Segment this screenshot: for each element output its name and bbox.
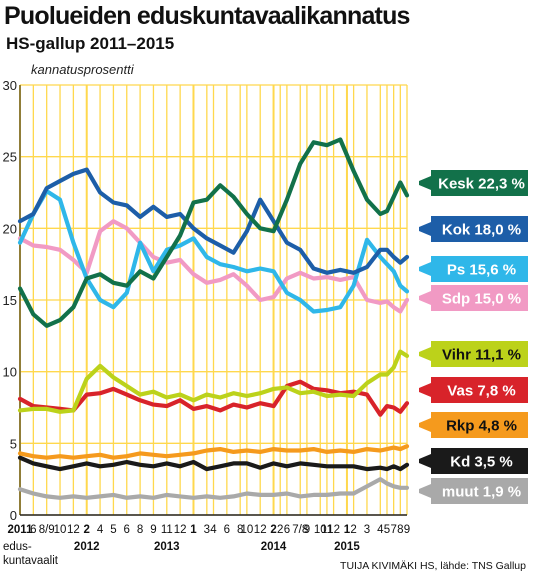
- x-tick-label: 9: [150, 524, 156, 536]
- legend-label-kesk: Kesk 22,3 %: [438, 176, 525, 193]
- series-line-rkp: [17, 444, 410, 460]
- y-axis-label: kannatusprosentti: [31, 62, 135, 77]
- x-tick-label: 1: [190, 524, 197, 536]
- x-tick-label: 10: [54, 524, 67, 536]
- x-tick-label: 5: [384, 524, 390, 536]
- x-year-label: edus-: [3, 541, 32, 553]
- x-tick-label: 7: [390, 524, 396, 536]
- legend-box-kd: [419, 448, 528, 474]
- chart-title: Puolueiden eduskuntavaalikannatus: [4, 2, 410, 30]
- x-tick-label: 12: [174, 524, 187, 536]
- x-tick-label: 12: [254, 524, 267, 536]
- legend-label-kd: Kd 3,5 %: [450, 454, 513, 471]
- x-tick-label: 4: [210, 524, 217, 536]
- x-year-label: 2012: [74, 541, 100, 553]
- y-tick-label: 30: [3, 78, 17, 93]
- chart-subtitle: HS-gallup 2011–2015: [6, 34, 175, 53]
- x-tick-label: 5: [110, 524, 116, 536]
- x-tick-label: 12: [327, 524, 340, 536]
- legend-box-kesk: [419, 170, 528, 196]
- x-tick-label: 6: [124, 524, 130, 536]
- x-tick-label: 10: [240, 524, 253, 536]
- y-tick-label: 10: [3, 365, 17, 380]
- x-tick-label: 11: [161, 524, 173, 536]
- series-line-sdp: [17, 219, 410, 314]
- x-tick-label: 4: [377, 524, 384, 536]
- x-tick-label: 4: [97, 524, 104, 536]
- x-year-label: 2014: [261, 541, 287, 553]
- legend-label-muut: muut 1,9 %: [442, 484, 521, 501]
- x-tick-label: 2: [277, 524, 283, 536]
- x-year-label: 2013: [154, 541, 180, 553]
- x-tick-label: 6: [284, 524, 290, 536]
- x-tick-label: 3: [364, 524, 370, 536]
- y-tick-label: 15: [3, 293, 17, 308]
- legend-label-vihr: Vihr 11,1 %: [442, 347, 521, 364]
- legend-box-rkp: [419, 412, 528, 438]
- x-tick-label: 6: [30, 524, 36, 536]
- y-tick-label: 25: [3, 150, 17, 165]
- y-tick-label: 5: [10, 436, 17, 451]
- x-tick-label: 11: [321, 524, 333, 536]
- legend-box-kok: [419, 216, 528, 242]
- legend-label-ps: Ps 15,6 %: [447, 262, 516, 279]
- series-line-kok: [17, 167, 410, 275]
- x-tick-label: 8: [137, 524, 143, 536]
- legend-label-kok: Kok 18,0 %: [442, 222, 521, 239]
- series-line-vihr: [17, 349, 410, 414]
- x-tick-label: 2011: [8, 524, 34, 536]
- legend-box-muut: [419, 478, 528, 504]
- series-line-kd: [17, 455, 410, 472]
- x-tick-label: 9: [304, 524, 310, 536]
- x-tick-label: 8: [397, 524, 403, 536]
- legend-box-vas: [419, 377, 528, 403]
- x-tick-label: 6: [224, 524, 230, 536]
- legend-box-ps: [419, 256, 528, 282]
- x-tick-label: 10: [314, 524, 327, 536]
- series-line-kesk: [17, 137, 410, 328]
- x-tick-label: 2: [350, 524, 356, 536]
- x-year-label: 2015: [334, 541, 360, 553]
- legend-box-sdp: [419, 285, 528, 311]
- legend-label-sdp: Sdp 15,0 %: [442, 291, 521, 308]
- x-tick-label: 2: [270, 524, 276, 536]
- x-year-label: kuntavaalit: [3, 555, 59, 567]
- x-tick-label: 8: [237, 524, 243, 536]
- x-tick-label: 2: [84, 524, 90, 536]
- x-tick-label: 9: [404, 524, 410, 536]
- series-line-vas: [17, 379, 410, 417]
- legend-box-vihr: [419, 341, 528, 367]
- x-tick-label: 1: [344, 524, 351, 536]
- x-tick-label: 12: [67, 524, 80, 536]
- x-tick-label: 3: [204, 524, 210, 536]
- series-line-muut: [17, 477, 410, 500]
- legend-label-vas: Vas 7,8 %: [447, 383, 515, 400]
- y-tick-label: 0: [10, 508, 17, 523]
- legend-label-rkp: Rkp 4,8 %: [446, 418, 517, 435]
- x-tick-label: 8/9: [39, 524, 55, 536]
- source-credit: TUIJA KIVIMÄKI HS, lähde: TNS Gallup: [340, 560, 526, 572]
- series-line-ps: [17, 189, 410, 314]
- x-tick-label: 7/8: [292, 524, 308, 536]
- y-tick-label: 20: [3, 221, 17, 236]
